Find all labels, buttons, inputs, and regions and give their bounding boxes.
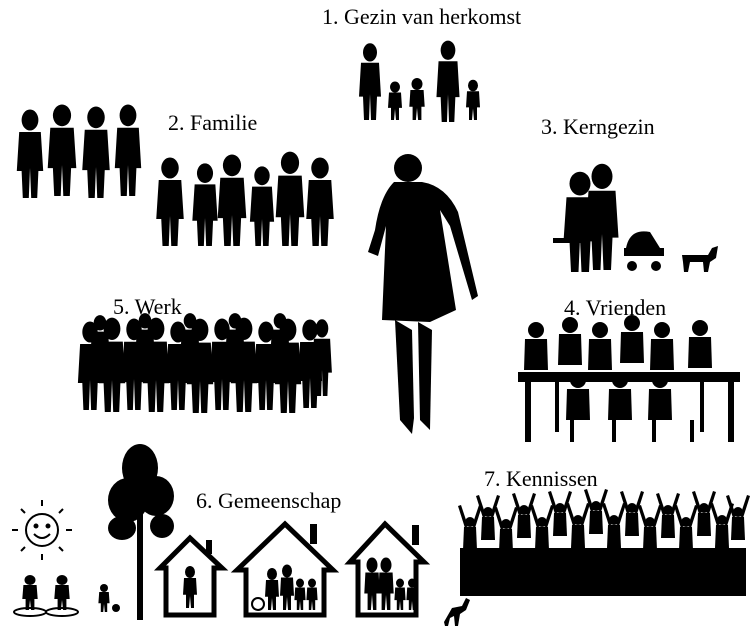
- label-familie: 2. Familie: [168, 110, 258, 135]
- cheering-crowd-icon: [458, 489, 750, 596]
- children-playing-icon: [13, 575, 120, 617]
- label-kerngezin: 3. Kerngezin: [541, 114, 655, 139]
- central-woman-icon: [368, 154, 478, 434]
- sun-icon: [12, 500, 72, 560]
- tree-icon: [108, 444, 174, 620]
- deer-icon: [444, 598, 470, 626]
- couple-stroller-dog-icon: [553, 163, 718, 272]
- relatives-group-icon: [16, 104, 334, 246]
- crowd-workers-icon: [77, 313, 332, 413]
- family-of-origin-silhouette: [359, 40, 480, 122]
- label-kennissen: 7. Kennissen: [484, 466, 598, 491]
- label-vrienden: 4. Vrienden: [564, 295, 667, 320]
- label-gemeenschap: 6. Gemeenschap: [196, 488, 342, 513]
- house-families-icon: [183, 524, 419, 611]
- label-werk: 5. Werk: [113, 294, 182, 319]
- friends-dinner-table-icon: [518, 315, 740, 442]
- label-gezin-van-herkomst: 1. Gezin van herkomst: [322, 4, 522, 29]
